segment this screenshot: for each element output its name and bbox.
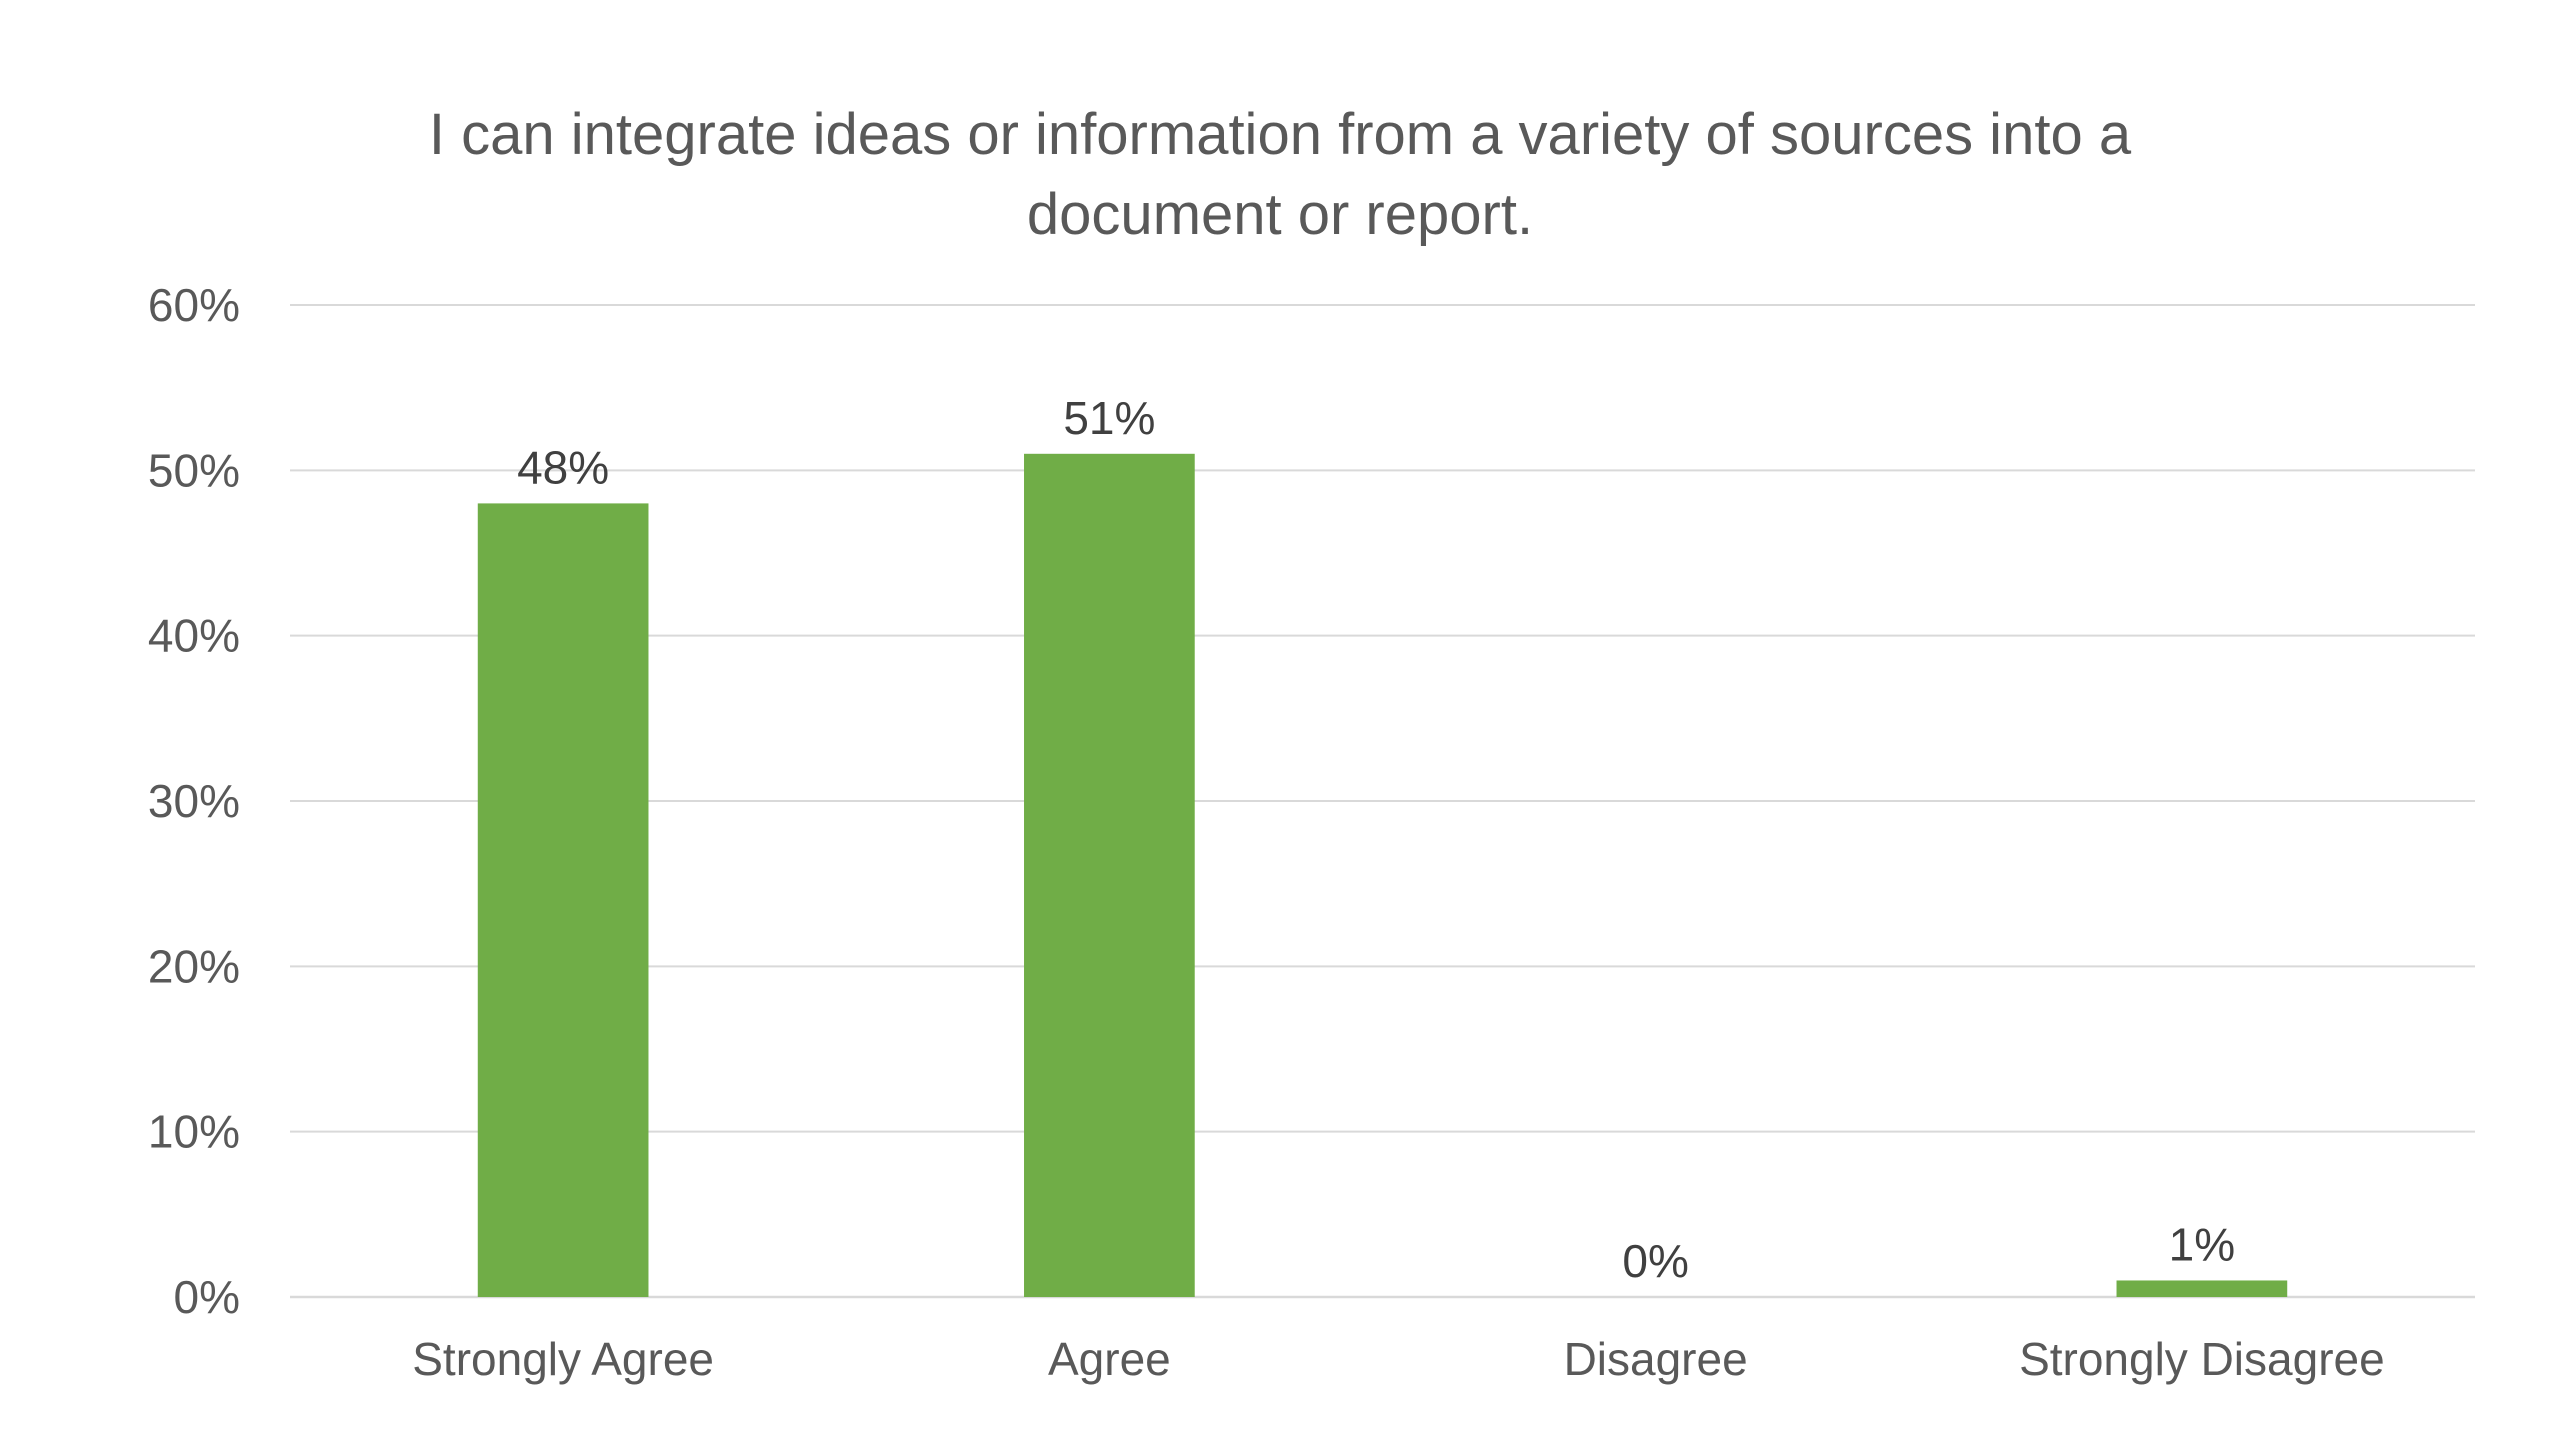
x-axis-category-labels: Strongly Agree Agree Disagree Strongly Disa… xyxy=(412,1333,2384,1385)
category-label: Agree xyxy=(1048,1333,1171,1385)
y-tick-label: 20% xyxy=(148,940,240,992)
bars xyxy=(477,453,2288,1297)
bar xyxy=(1024,453,1195,1297)
data-label: 51% xyxy=(1063,392,1155,444)
chart-title-line-1: I can integrate ideas or information fro… xyxy=(428,102,2132,167)
y-tick-label: 60% xyxy=(148,279,240,331)
y-tick-label: 10% xyxy=(148,1106,240,1158)
category-label: Strongly Agree xyxy=(412,1333,714,1385)
data-labels: 48% 51% 0% 1% xyxy=(517,392,2235,1287)
category-label: Disagree xyxy=(1564,1333,1748,1385)
y-tick-label: 40% xyxy=(148,610,240,662)
y-tick-label: 50% xyxy=(148,444,240,496)
category-label: Strongly Disagree xyxy=(2019,1333,2385,1385)
y-tick-label: 0% xyxy=(174,1271,240,1323)
chart-title-line-2: document or report. xyxy=(1026,182,1534,247)
y-tick-label: 30% xyxy=(148,775,240,827)
chart-title: I can integrate ideas or information fro… xyxy=(300,95,2260,255)
bar xyxy=(2116,1280,2288,1297)
data-label: 48% xyxy=(517,441,609,493)
gridlines xyxy=(290,304,2475,1299)
bar xyxy=(477,503,649,1297)
data-label: 0% xyxy=(1622,1235,1688,1287)
y-axis-tick-labels: 0% 10% 20% 30% 40% 50% 60% xyxy=(148,279,240,1323)
data-label: 1% xyxy=(2169,1218,2235,1270)
